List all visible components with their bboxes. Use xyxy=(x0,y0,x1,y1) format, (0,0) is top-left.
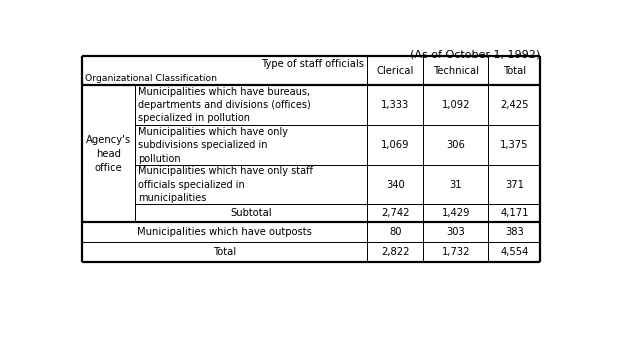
Text: 1,732: 1,732 xyxy=(442,248,470,257)
Text: (As of October 1, 1992): (As of October 1, 1992) xyxy=(410,50,540,59)
Text: Municipalities which have bureaus,
departments and divisions (offices)
specializ: Municipalities which have bureaus, depar… xyxy=(138,87,311,123)
Text: 1,069: 1,069 xyxy=(381,140,410,150)
Text: Municipalities which have only staff
officials specialized in
municipalities: Municipalities which have only staff off… xyxy=(138,166,313,203)
Text: 1,429: 1,429 xyxy=(442,208,470,218)
Text: Total: Total xyxy=(503,66,526,76)
Text: Type of staff officials: Type of staff officials xyxy=(261,59,364,70)
Text: 1,333: 1,333 xyxy=(381,100,409,110)
Text: Technical: Technical xyxy=(433,66,479,76)
Text: 31: 31 xyxy=(450,179,462,190)
Text: 2,822: 2,822 xyxy=(381,248,410,257)
Text: 306: 306 xyxy=(446,140,465,150)
Text: Municipalities which have outposts: Municipalities which have outposts xyxy=(137,228,312,237)
Text: Municipalities which have only
subdivisions specialized in
pollution: Municipalities which have only subdivisi… xyxy=(138,127,288,163)
Text: 303: 303 xyxy=(446,228,465,237)
Text: 371: 371 xyxy=(505,179,524,190)
Text: Total: Total xyxy=(213,248,237,257)
Text: 340: 340 xyxy=(386,179,405,190)
Text: 4,171: 4,171 xyxy=(500,208,528,218)
Text: 4,554: 4,554 xyxy=(500,248,528,257)
Text: Subtotal: Subtotal xyxy=(230,208,272,218)
Text: Clerical: Clerical xyxy=(377,66,414,76)
Text: 80: 80 xyxy=(389,228,402,237)
Text: 383: 383 xyxy=(505,228,524,237)
Text: 2,425: 2,425 xyxy=(500,100,528,110)
Text: 1,375: 1,375 xyxy=(500,140,528,150)
Text: Agency's
head
office: Agency's head office xyxy=(86,135,131,173)
Text: Organizational Classification: Organizational Classification xyxy=(84,74,217,83)
Text: 1,092: 1,092 xyxy=(442,100,470,110)
Text: 2,742: 2,742 xyxy=(381,208,410,218)
